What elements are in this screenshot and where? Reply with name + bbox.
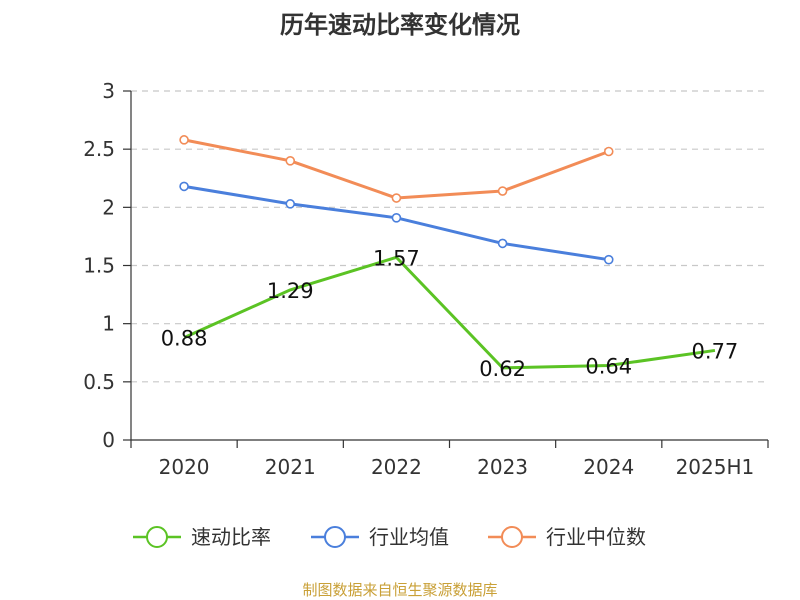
- legend-item-1[interactable]: 速动比率: [133, 525, 271, 549]
- data-point: [391, 193, 402, 203]
- data-label: 0.88: [161, 327, 208, 351]
- legend-item-2[interactable]: 行业均值: [311, 525, 449, 549]
- legend-marker-icon: [501, 526, 523, 548]
- data-point: [285, 156, 296, 166]
- y-tick-label: 2: [102, 195, 115, 219]
- axes: 0 0.5 1 1.5 2 2.5 3 2020 2021 2022 2023 2024 2025H1: [83, 79, 769, 479]
- data-label: 1.57: [373, 246, 420, 270]
- data-point: [179, 181, 189, 192]
- y-tick-label: 1: [102, 312, 115, 336]
- legend-label: 行业中位数: [546, 525, 646, 549]
- x-tick-label: 2024: [583, 455, 634, 479]
- data-point: [179, 135, 189, 145]
- data-point: [603, 146, 614, 157]
- data-label: 0.64: [585, 355, 632, 379]
- x-tick-label: 2025H1: [676, 455, 755, 479]
- x-tick-label: 2020: [159, 455, 210, 479]
- y-tick-label: 3: [102, 79, 115, 103]
- data-label: 1.29: [267, 279, 314, 303]
- data-point: [497, 238, 508, 249]
- data-labels: 0.88 1.29 1.57 0.62 0.64 0.77: [161, 246, 739, 381]
- data-point: [285, 199, 296, 209]
- chart-title: 历年速动比率变化情况: [280, 11, 520, 39]
- gridlines: [131, 90, 768, 383]
- data-point: [603, 254, 614, 265]
- legend-marker-icon: [146, 526, 168, 548]
- legend-label: 速动比率: [191, 525, 271, 549]
- x-tick-label: 2021: [265, 455, 316, 479]
- legend-marker-icon: [324, 526, 346, 548]
- data-point: [391, 213, 402, 223]
- x-tick-label: 2023: [477, 455, 528, 479]
- series-lines: [179, 135, 716, 370]
- y-tick-label: 0.5: [83, 370, 115, 394]
- series-line-1: [183, 255, 716, 370]
- source-note: 制图数据来自恒生聚源数据库: [302, 581, 497, 599]
- data-label: 0.77: [692, 339, 739, 363]
- data-point: [497, 186, 508, 196]
- y-tick-label: 0: [102, 428, 115, 452]
- y-tick-label: 2.5: [83, 137, 115, 161]
- y-tick-label: 1.5: [83, 254, 115, 278]
- legend[interactable]: 速动比率 行业均值 行业中位数: [133, 525, 646, 549]
- data-label: 0.62: [479, 357, 526, 381]
- legend-label: 行业均值: [369, 525, 449, 549]
- legend-item-3[interactable]: 行业中位数: [488, 525, 646, 549]
- x-tick-label: 2022: [371, 455, 422, 479]
